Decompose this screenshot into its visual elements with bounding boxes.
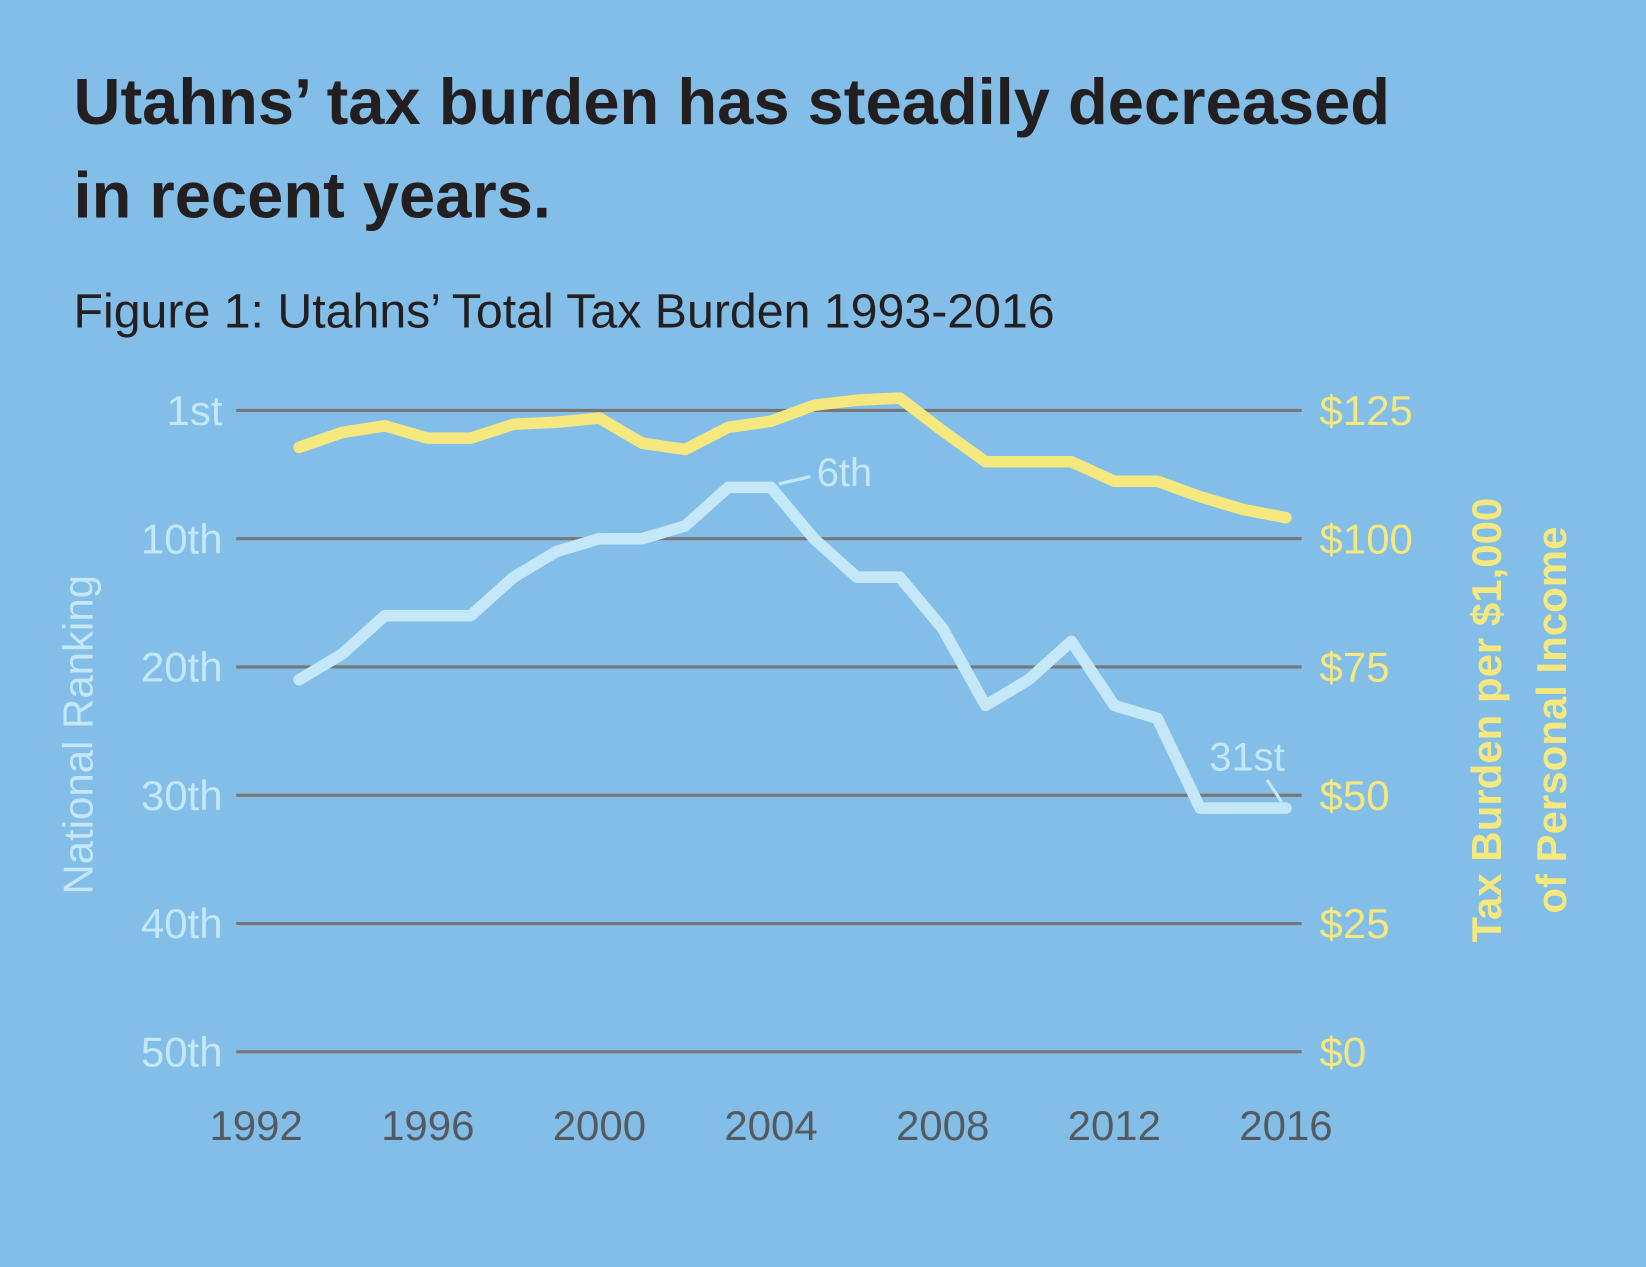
- x-tick-label: 1992: [209, 1102, 302, 1149]
- ranking-line: [293, 481, 1292, 814]
- x-tick-label: 1996: [381, 1102, 474, 1149]
- x-tick-label: 2000: [553, 1102, 646, 1149]
- chart-title-line2: in recent years.: [74, 158, 552, 231]
- right-axis-label-line1: Tax Burden per $1,000: [1463, 498, 1510, 943]
- series-lines: [293, 392, 1292, 814]
- left-tick-label: 20th: [141, 644, 223, 691]
- right-tick-label: $50: [1320, 772, 1390, 819]
- right-tick-label: $100: [1320, 515, 1413, 562]
- left-tick-label: 50th: [141, 1029, 223, 1076]
- left-tick-label: 1st: [167, 387, 223, 434]
- right-tick-label: $25: [1320, 900, 1390, 947]
- left-tick-label: 40th: [141, 900, 223, 947]
- left-tick-label: 30th: [141, 772, 223, 819]
- figure-subtitle: Figure 1: Utahns’ Total Tax Burden 1993-…: [74, 285, 1055, 339]
- left-tick-label: 10th: [141, 515, 223, 562]
- x-tick-label: 2016: [1239, 1102, 1332, 1149]
- annotation-leader-31st: [1265, 779, 1284, 803]
- right-tick-label: $0: [1320, 1029, 1367, 1076]
- x-tick-label: 2012: [1068, 1102, 1161, 1149]
- chart-title-line1: Utahns’ tax burden has steadily decrease…: [74, 65, 1391, 138]
- x-tick-label: 2004: [724, 1102, 817, 1149]
- x-tick-label: 2008: [896, 1102, 989, 1149]
- left-axis-label: National Ranking: [54, 575, 101, 895]
- right-tick-label: $75: [1320, 644, 1390, 691]
- tax-burden-line: [293, 392, 1292, 524]
- annotation-leader-6th: [778, 475, 811, 486]
- annotation-31st: 31st: [1209, 735, 1284, 779]
- tick-labels: 1st 10th 20th 30th 40th 50th $125 $100 $75 $50 $25…: [141, 387, 1413, 1149]
- right-axis-label-line2: of Personal Income: [1528, 527, 1575, 914]
- right-tick-label: $125: [1320, 387, 1413, 434]
- gridlines: [236, 408, 1302, 1054]
- annotation-6th: 6th: [817, 451, 872, 495]
